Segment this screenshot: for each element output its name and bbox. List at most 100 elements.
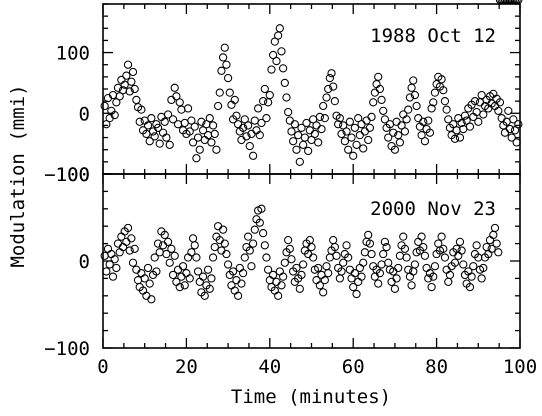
bottom-data-point xyxy=(132,265,141,274)
top-data-point xyxy=(324,84,333,94)
bottom-data-point xyxy=(337,267,346,276)
bottom-data-point xyxy=(374,279,383,288)
top-data-point xyxy=(359,144,368,153)
top-data-point xyxy=(347,133,356,142)
bottom-data-point xyxy=(485,235,495,245)
bottom-data-point xyxy=(275,267,284,276)
top-data-point xyxy=(404,105,413,114)
top-data-point xyxy=(442,105,451,114)
top-data-point xyxy=(274,31,283,40)
top-data-point xyxy=(339,121,348,130)
bottom-data-point xyxy=(107,249,116,259)
bottom-data-point xyxy=(429,272,438,281)
top-data-point xyxy=(367,112,376,122)
bottom-data-point xyxy=(339,258,348,267)
bottom-data-point xyxy=(163,237,173,246)
top-data-point xyxy=(223,73,233,83)
top-data-point xyxy=(494,106,503,115)
bottom-data-point xyxy=(382,242,391,252)
top-data-point xyxy=(437,75,446,84)
top-data-point xyxy=(277,47,286,56)
bottom-data-point xyxy=(102,267,111,276)
top-data-point xyxy=(248,151,258,160)
top-data-point xyxy=(299,140,308,149)
bottom-data-point xyxy=(130,244,139,253)
top-data-point xyxy=(245,141,254,151)
top-data-point xyxy=(370,88,380,97)
bottom-data-point xyxy=(162,249,171,259)
top-data-point xyxy=(128,67,138,77)
top-data-point xyxy=(369,98,378,107)
bottom-data-point xyxy=(457,246,466,255)
bottom-data-point xyxy=(173,265,183,274)
bottom-data-point xyxy=(479,263,488,273)
top-data-point xyxy=(405,93,415,102)
top-data-point xyxy=(170,83,179,92)
top-data-point xyxy=(295,157,304,166)
bottom-data-point xyxy=(325,253,334,262)
top-data-point xyxy=(452,126,461,135)
bottom-data-point xyxy=(235,263,244,273)
bottom-data-point xyxy=(247,262,256,271)
top-data-point xyxy=(287,127,296,136)
bottom-data-point xyxy=(347,274,356,283)
top-data-point xyxy=(344,145,353,154)
y-axis-label: Modulation (mmi) xyxy=(7,84,29,267)
bottom-data-point xyxy=(198,272,208,281)
top-data-point xyxy=(160,117,169,126)
bottom-data-point xyxy=(367,249,376,259)
bottom-data-point xyxy=(208,253,218,262)
x-tick-label: 80 xyxy=(425,356,448,378)
bottom-data-point xyxy=(377,260,386,269)
bottom-data-point xyxy=(285,244,294,253)
top-data-point xyxy=(207,138,216,147)
top-data-point xyxy=(424,116,433,125)
top-data-point xyxy=(250,116,259,125)
bottom-data-point xyxy=(147,295,156,304)
bottom-data-point xyxy=(207,274,216,283)
top-data-point xyxy=(409,76,418,85)
bottom-data-point xyxy=(243,232,253,241)
top-data-point xyxy=(127,77,136,86)
top-data-point xyxy=(233,120,243,129)
bottom-data-point xyxy=(110,255,119,264)
bottom-panel-y-tick-labels: −100 0 100 xyxy=(44,164,90,360)
top-y-tick-label: 100 xyxy=(56,43,90,65)
top-data-point xyxy=(259,97,268,106)
top-data-point xyxy=(213,101,223,111)
bottom-data-point xyxy=(477,274,486,283)
bottom-data-point xyxy=(223,260,233,269)
bottom-data-point xyxy=(153,239,163,248)
top-data-point xyxy=(495,98,505,107)
bottom-data-point xyxy=(387,277,396,287)
bottom-data-point xyxy=(155,248,164,257)
top-data-point xyxy=(115,92,124,101)
bottom-data-point xyxy=(442,265,451,274)
bottom-data-point xyxy=(350,269,359,278)
top-data-point xyxy=(280,78,289,88)
bottom-data-point xyxy=(160,230,169,240)
bottom-data-point xyxy=(445,270,455,280)
bottom-data-point xyxy=(125,246,134,255)
top-data-point xyxy=(163,110,173,119)
bottom-data-point xyxy=(232,276,241,285)
bottom-data-point xyxy=(274,291,283,300)
top-data-point xyxy=(414,114,423,123)
bottom-y-tick-label: −100 xyxy=(44,338,90,360)
top-data-point xyxy=(208,121,218,130)
top-y-tick-label: 0 xyxy=(79,103,90,125)
bottom-data-point xyxy=(178,262,188,271)
bottom-data-point xyxy=(407,281,416,290)
bottom-data-point xyxy=(440,253,450,262)
bottom-data-point xyxy=(352,289,361,299)
top-data-point xyxy=(285,116,294,125)
bottom-data-point xyxy=(143,263,153,273)
top-data-point xyxy=(312,121,321,130)
top-data-point xyxy=(319,101,328,111)
top-data-point xyxy=(210,129,219,139)
top-data-point xyxy=(242,132,251,141)
bottom-data-point xyxy=(190,241,199,250)
x-tick-labels: 0 20 40 60 80 100 xyxy=(97,356,537,378)
top-data-point xyxy=(153,123,163,132)
bottom-data-point xyxy=(167,244,176,253)
